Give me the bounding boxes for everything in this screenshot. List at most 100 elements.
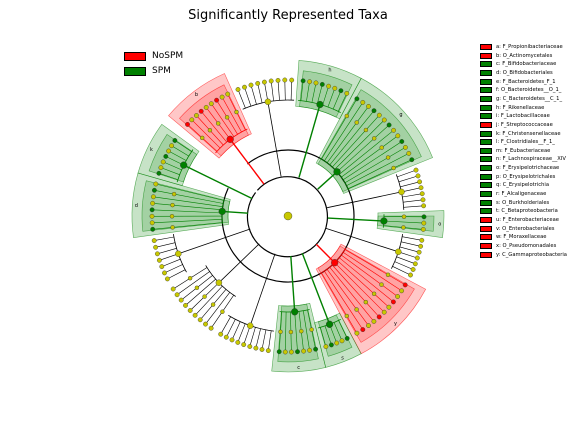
taxa-key-swatch [480,122,492,128]
leaf-node [345,91,349,95]
leaf-node [162,271,166,275]
taxa-key-item: l: F_Clostridiales__F_1_ [480,139,555,145]
leaf-node [419,186,423,190]
clade-label: k [150,147,153,153]
root-node [284,212,292,220]
clade-node [219,208,226,215]
taxa-key-swatch [480,79,492,85]
taxa-key-label: e: F_Bacteroidetes_F_1 [496,79,556,85]
taxa-key-item: d: O_Bifidobacteriales [480,70,553,76]
subclade-node [364,300,368,304]
leaf-branch [156,243,176,248]
leaf-branch [402,194,422,197]
leaf-branch [285,80,286,100]
taxa-key-swatch [480,139,492,145]
leaf-branch [195,286,222,315]
clade-node [291,308,298,315]
taxa-key-swatch [480,70,492,76]
subclade-node [289,330,293,334]
taxa-key-item: s: O_Burkholderiales [480,200,549,206]
subclade-node [170,214,174,218]
clade-node [381,218,388,225]
taxa-key-swatch [480,200,492,206]
leaf-node [361,100,365,104]
leaf-node [179,298,183,302]
leaf-node [307,80,311,84]
leaf-branch [404,206,424,208]
leaf-node [219,332,223,336]
leaf-node [422,221,426,225]
taxa-key-swatch [480,208,492,214]
taxa-key-swatch [480,156,492,162]
leaf-node [209,326,213,330]
leaf-node [421,204,425,208]
taxa-key-item: e: F_Bacteroidetes_F_1 [480,79,556,85]
leaf-node [320,82,324,86]
leaf-node [194,113,198,117]
leaf-node [422,215,426,219]
leaf-node [395,294,399,298]
leaf-node [417,250,421,254]
leaf-node [339,89,343,93]
taxa-key-label: m: F_Eubacteriaceae [496,148,550,154]
leaf-node [254,346,258,350]
subclade-node [225,115,229,119]
clade-label: g [399,112,402,118]
leaf-node [152,188,156,192]
leaf-node [151,195,155,199]
leaf-node [366,323,370,327]
leaf-branch [397,170,416,177]
leaf-node [355,331,359,335]
clade-node [175,251,181,257]
leaf-node [295,350,299,354]
leaf-branch [400,247,419,252]
subclade-node [380,146,384,150]
leaf-node [283,78,287,82]
taxa-key-swatch [480,113,492,119]
leaf-node [301,349,305,353]
leaf-node [372,319,376,323]
leaf-branch [271,81,273,101]
leaf-node [289,350,293,354]
taxa-key-item: w: F_Moraxellaceae [480,234,546,240]
leaf-branch [162,259,181,266]
leaf-node [307,348,311,352]
leaf-branch [154,237,174,241]
taxa-key-swatch [480,105,492,111]
leaf-node [171,287,175,291]
leaf-node [416,174,420,178]
branch [328,218,384,221]
taxa-key-item: t: C_Betaproteobacteria [480,208,558,214]
leaf-node [230,338,234,342]
subclade-node [364,128,368,132]
leaf-node [396,134,400,138]
leaf-node [391,128,395,132]
taxa-key-item: r: F_Alcaligenaceae [480,191,546,197]
leaf-node [199,109,203,113]
taxa-key-item: j: F_Streptococcaceae [480,122,553,128]
leaf-node [283,350,287,354]
subclade-node [299,329,303,333]
subclade-node [345,114,349,118]
taxa-key-item: x: O_Pseudomonadales [480,243,556,249]
leaf-node [421,227,425,231]
clade-label: b [195,92,198,98]
taxa-key-item: h: F_Rikenellaceae [480,105,544,111]
legend-label-nospm: NoSPM [152,51,183,61]
taxa-key-label: a: F_Propionibacteriaceae [496,44,563,50]
subclade-node [402,215,406,219]
leaf-node [301,79,305,83]
leaf-node [417,180,421,184]
leaf-node [242,342,246,346]
leaf-node [382,310,386,314]
leaf-node [248,344,252,348]
taxa-key-item: n: F_Lachnospiraceae__XIV [480,156,566,162]
leaf-node [169,144,173,148]
leaf-node [408,273,412,277]
leaf-node [166,149,170,153]
legend-swatch-nospm [124,52,146,61]
leaf-branch [167,270,185,279]
leaf-node [326,84,330,88]
leaf-node [165,277,169,281]
leaf-node [421,198,425,202]
